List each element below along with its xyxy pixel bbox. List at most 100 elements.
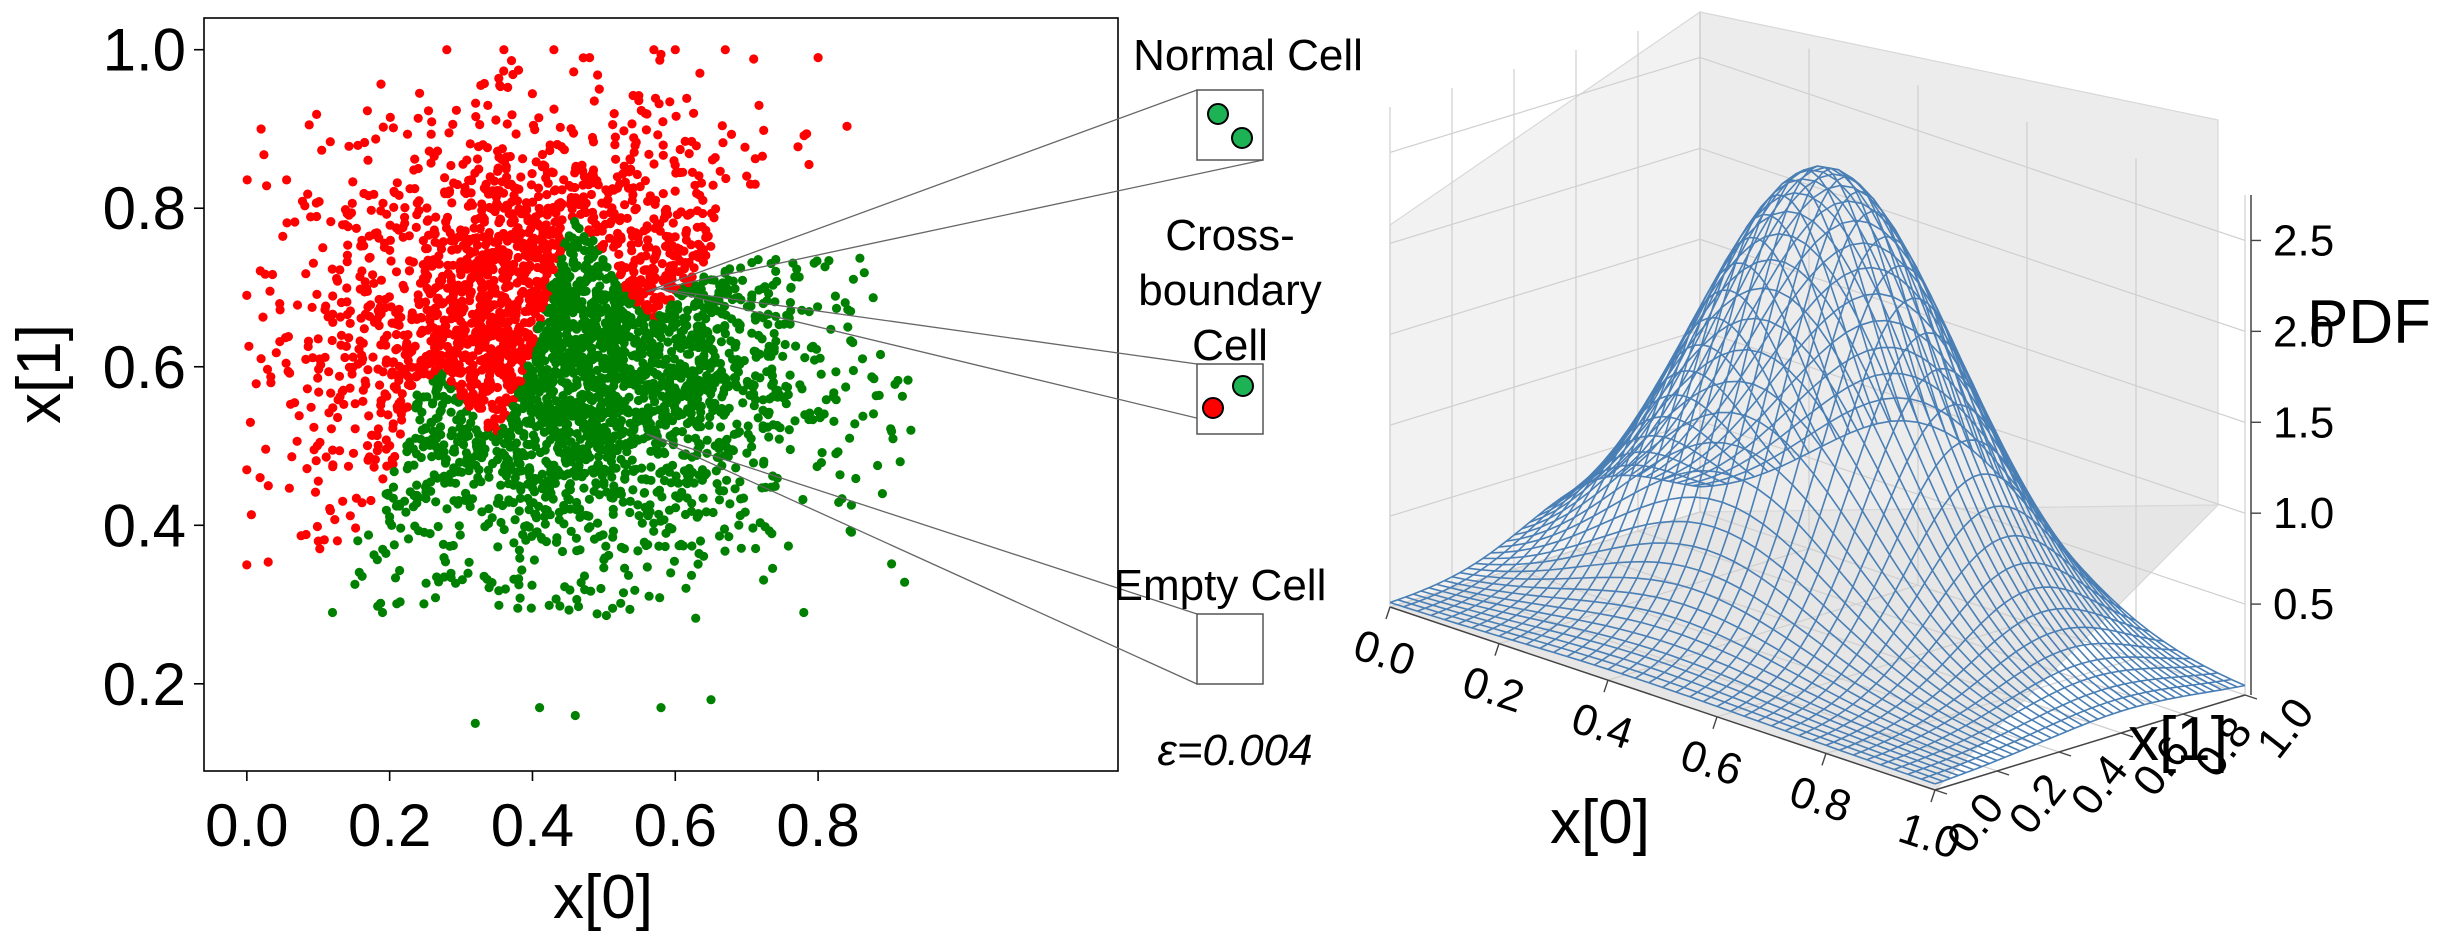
green-point <box>376 598 386 608</box>
green-point <box>619 400 629 410</box>
red-point <box>499 45 509 55</box>
green-point <box>564 231 574 241</box>
red-point <box>703 232 713 242</box>
red-point <box>629 133 639 143</box>
green-point <box>545 468 556 478</box>
red-point <box>335 392 345 402</box>
green-point <box>446 477 456 487</box>
red-point <box>519 240 529 250</box>
surface-wire-x0 <box>1590 169 2137 708</box>
green-point <box>644 591 654 601</box>
green-point <box>353 536 363 546</box>
red-point <box>303 189 313 199</box>
red-point <box>307 302 317 312</box>
red-point <box>404 373 415 383</box>
green-point <box>526 415 536 425</box>
green-point <box>572 594 582 605</box>
red-point <box>651 249 661 259</box>
red-point <box>640 108 650 118</box>
green-point <box>717 461 727 471</box>
red-point <box>414 196 424 206</box>
green-point <box>415 415 425 425</box>
red-point <box>261 444 271 454</box>
green-point <box>887 559 897 569</box>
red-point <box>533 191 544 202</box>
x0-axis-line <box>1389 606 1936 791</box>
red-point <box>275 299 285 309</box>
green-point <box>659 515 669 525</box>
green-point <box>747 442 757 452</box>
green-point <box>540 356 550 366</box>
green-point <box>433 446 443 456</box>
green-point <box>824 256 834 266</box>
green-point <box>557 376 567 386</box>
green-point <box>661 528 671 538</box>
green-point <box>453 499 463 509</box>
red-point <box>628 290 638 300</box>
green-point <box>764 432 774 442</box>
green-point <box>385 512 395 522</box>
red-point <box>467 176 477 186</box>
green-point <box>607 464 618 474</box>
surface-x-axis-label: x[0] <box>1550 788 1650 857</box>
red-point <box>350 424 360 434</box>
green-point <box>729 429 739 439</box>
red-point <box>351 493 361 503</box>
x1-tick-mark <box>2182 713 2196 719</box>
red-point <box>396 312 406 322</box>
green-point <box>706 695 716 705</box>
green-point <box>513 603 523 613</box>
green-point <box>667 321 678 331</box>
green-point <box>718 278 728 288</box>
green-point <box>537 534 547 544</box>
green-point <box>693 559 703 569</box>
red-point <box>516 172 526 182</box>
red-point <box>524 262 534 273</box>
green-point <box>664 505 675 515</box>
red-point <box>569 67 579 77</box>
green-point <box>582 390 593 400</box>
green-point <box>747 328 757 338</box>
red-point <box>620 200 630 210</box>
green-point <box>396 523 406 533</box>
red-point <box>576 209 586 219</box>
green-point <box>671 471 681 481</box>
green-point <box>508 401 518 411</box>
x0-tick-mark <box>1494 643 1500 656</box>
green-point <box>722 434 732 444</box>
green-point <box>428 398 438 408</box>
green-point <box>483 465 493 475</box>
green-point <box>584 439 595 449</box>
green-point <box>768 377 779 387</box>
red-point <box>549 104 559 114</box>
green-point <box>764 288 774 299</box>
green-point <box>564 494 575 505</box>
red-point <box>335 446 345 456</box>
green-point <box>327 607 338 618</box>
red-point <box>527 169 537 179</box>
red-point <box>422 243 432 254</box>
green-point <box>541 456 551 466</box>
green-point <box>768 563 778 574</box>
green-point <box>565 504 575 514</box>
red-point <box>511 310 521 320</box>
green-point <box>579 311 589 321</box>
green-point <box>535 411 545 421</box>
red-point <box>483 100 493 110</box>
green-point <box>516 485 526 495</box>
red-point <box>536 303 546 313</box>
red-point <box>597 226 607 236</box>
x1-tick-mark <box>2058 751 2072 757</box>
green-point <box>719 486 729 496</box>
green-point <box>426 486 436 496</box>
red-point <box>513 223 523 233</box>
red-point <box>446 376 456 386</box>
surface-wire-x1 <box>1839 607 2150 751</box>
green-point <box>551 396 561 406</box>
green-point <box>829 416 839 426</box>
red-point <box>389 186 399 196</box>
red-point <box>490 414 500 424</box>
green-point <box>887 426 897 436</box>
red-point <box>616 234 626 244</box>
red-point <box>433 325 443 335</box>
